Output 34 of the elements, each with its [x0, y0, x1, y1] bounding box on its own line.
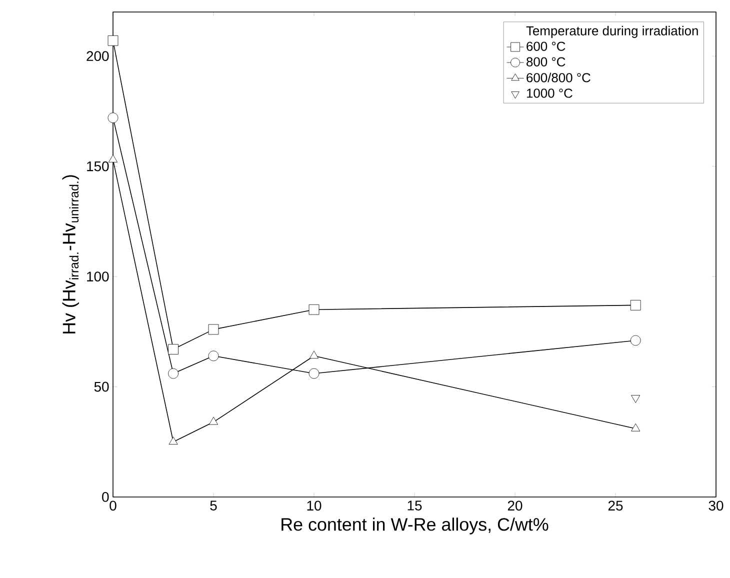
y-tick-label: 50: [94, 382, 109, 392]
y-tick-label: 200: [86, 51, 109, 62]
point: [108, 112, 118, 123]
point: [208, 416, 218, 425]
x-tick-label: 15: [408, 500, 422, 510]
legend-label: 600/800 °C: [526, 72, 590, 82]
point: [309, 350, 319, 359]
y-tick-label: 150: [87, 161, 109, 172]
point: [168, 344, 178, 354]
x-tick-label: 25: [608, 500, 623, 511]
point: [208, 324, 219, 335]
legend-label: 600 °C: [526, 42, 566, 51]
y-tick-label: 0: [102, 492, 109, 502]
y-axis-title: Hv (Hv$_{irrad.}$-Hv$_{unirrad.}$): [62, 175, 79, 334]
point: [630, 300, 641, 310]
x-tick-label: 30: [708, 500, 724, 511]
point: [630, 335, 641, 346]
point: [108, 154, 118, 162]
x-tick-label: 10: [307, 500, 322, 511]
point: [108, 35, 118, 46]
x-tick-label: 5: [210, 500, 217, 510]
x-axis-title: Re content in W-Re alloys, C/wt%: [282, 518, 548, 534]
legend-label: 800 °C: [526, 57, 566, 66]
point: [168, 368, 178, 379]
y-tick-label: 100: [87, 272, 109, 282]
x-tick-label: 0: [110, 500, 116, 511]
point: [208, 350, 219, 362]
legend-title: Temperature during irradiation: [526, 26, 698, 38]
point: [631, 423, 640, 432]
point: [168, 436, 178, 445]
point: [308, 368, 320, 379]
point: [308, 304, 320, 315]
x-tick-label: 20: [508, 500, 522, 511]
legend-label: 1000 °C: [526, 88, 572, 98]
